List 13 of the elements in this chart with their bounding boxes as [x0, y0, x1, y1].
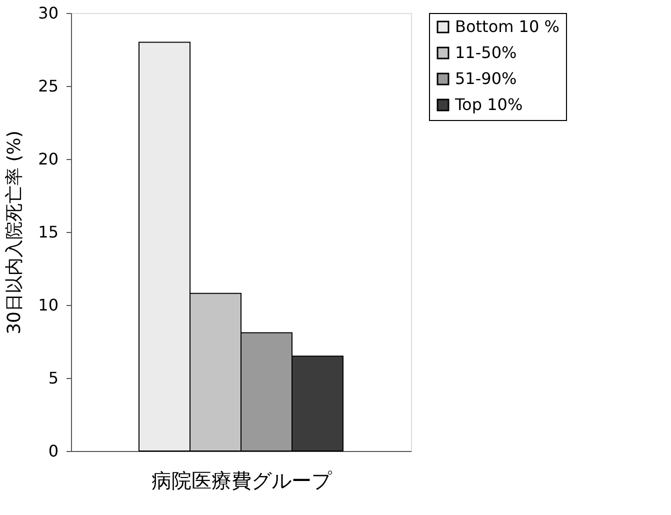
y-axis-title: 30日以内入院死亡率 (%): [4, 130, 26, 334]
legend-label: Top 10%: [454, 95, 523, 114]
legend-label: 51-90%: [455, 69, 517, 88]
y-tick-label: 25: [38, 76, 58, 96]
x-axis-title: 病院医療費グループ: [152, 468, 332, 492]
y-tick-label: 10: [38, 296, 58, 314]
y-tick-label: 30: [38, 4, 58, 22]
legend-label: Bottom 10 %: [455, 17, 560, 36]
y-tick-label: 5: [48, 368, 58, 388]
y-tick-label: 20: [38, 150, 58, 168]
y-tick-label: 15: [38, 222, 58, 242]
y-tick-label: 0: [48, 442, 58, 460]
legend-label: 11-50%: [455, 43, 517, 62]
